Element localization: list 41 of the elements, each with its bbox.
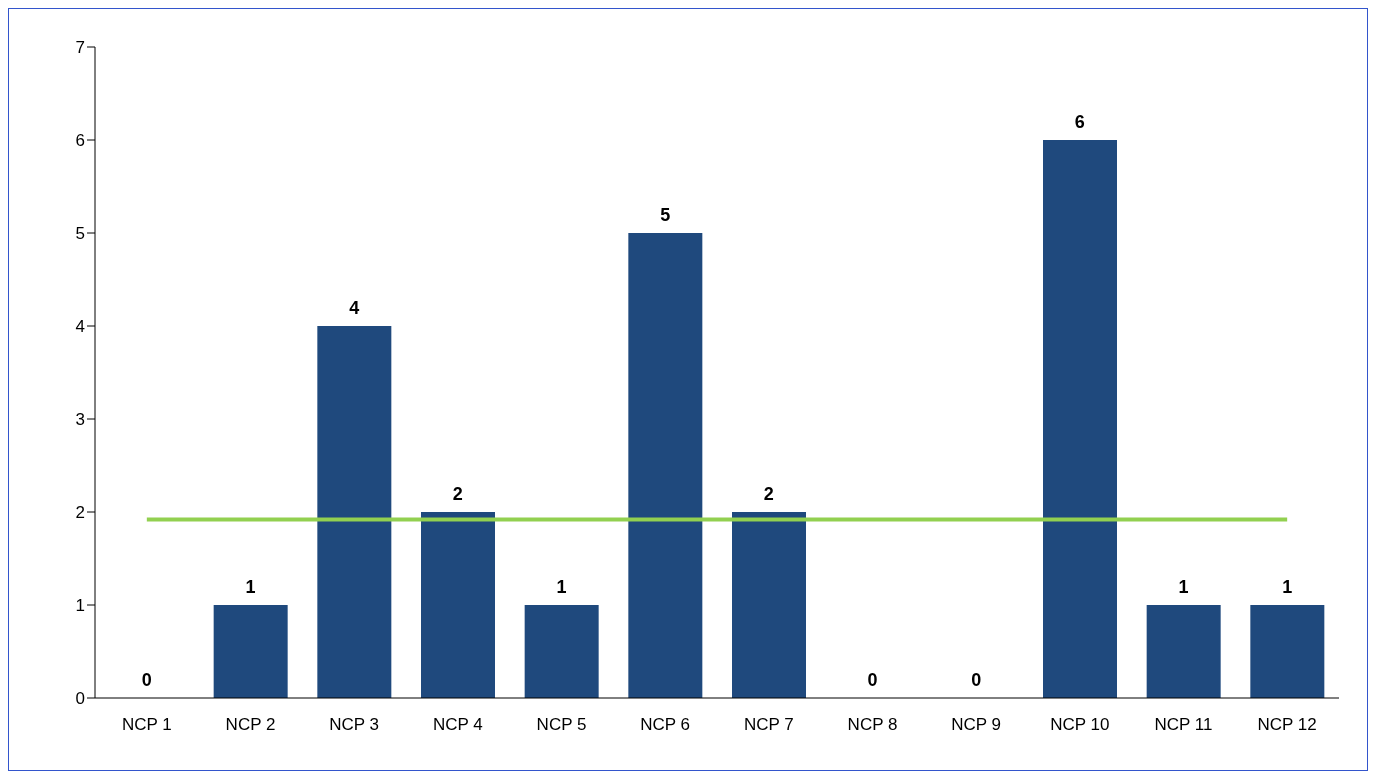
x-tick-label: NCP 4: [432, 715, 483, 735]
bar: [524, 605, 599, 698]
y-tick-label: 6: [75, 131, 85, 151]
bar: [213, 605, 288, 698]
data-label: 1: [245, 577, 256, 597]
x-tick-label: NCP 3: [329, 715, 380, 735]
bar: [1043, 140, 1117, 698]
x-tick-label: NCP 6: [640, 715, 691, 735]
bar: [628, 233, 703, 698]
data-label: 2: [452, 484, 463, 504]
data-label: 5: [660, 205, 671, 225]
x-tick-label: NCP 7: [743, 715, 794, 735]
x-tick-label: NCP 11: [1154, 715, 1213, 735]
y-tick-label: 0: [75, 689, 85, 709]
data-label: 0: [971, 670, 982, 690]
y-tick-label: 3: [75, 410, 85, 430]
y-tick-label: 4: [75, 317, 85, 337]
bar: [1146, 605, 1221, 698]
bar: [421, 512, 495, 698]
bar: [732, 512, 806, 698]
x-tick-label: NCP 2: [225, 715, 276, 735]
y-tick-label: 5: [75, 224, 85, 244]
data-label: 6: [1074, 112, 1085, 132]
bar: [317, 326, 392, 698]
y-tick-label: 7: [75, 38, 85, 58]
x-tick-label: NCP 10: [1050, 715, 1110, 735]
data-label: 2: [763, 484, 774, 504]
y-tick-label: 1: [75, 596, 85, 616]
data-label: 1: [556, 577, 567, 597]
bar: [1250, 605, 1325, 698]
data-label: 1: [1282, 577, 1293, 597]
x-tick-label: NCP 12: [1257, 715, 1317, 735]
data-label: 0: [867, 670, 878, 690]
data-label: 1: [1178, 577, 1189, 597]
data-label: 4: [349, 298, 360, 318]
x-tick-label: NCP 9: [951, 715, 1002, 735]
x-tick-label: NCP 1: [121, 715, 172, 735]
x-tick-label: NCP 8: [847, 715, 898, 735]
y-tick-label: 2: [75, 503, 85, 523]
x-tick-label: NCP 5: [536, 715, 587, 735]
data-label: 0: [141, 670, 152, 690]
